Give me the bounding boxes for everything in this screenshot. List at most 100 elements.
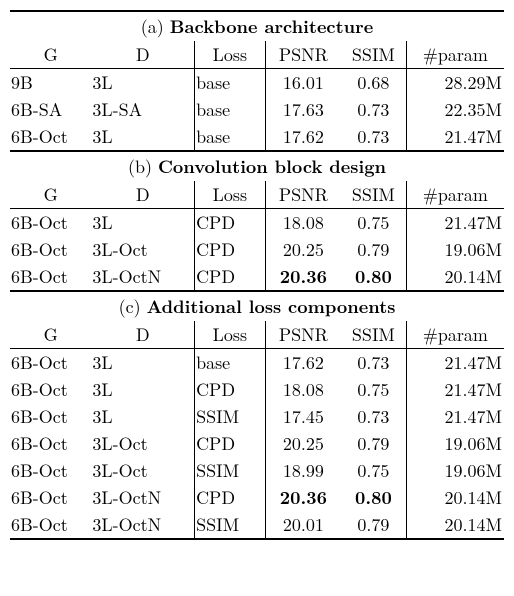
cell-loss: CPD: [195, 236, 266, 263]
cell-g: 6B-Oct: [10, 430, 91, 457]
cell-param: 28.29M: [406, 69, 504, 97]
cell-psnr: 20.36: [265, 484, 341, 511]
cell-g: 6B-Oct: [10, 236, 91, 263]
section-c-text: Additional loss components: [147, 294, 396, 319]
table-row: 6B-Oct3LSSIM17.450.7321.47M: [10, 403, 504, 430]
cell-ssim: 0.80: [341, 263, 406, 291]
cell-ssim: 0.68: [341, 69, 406, 97]
cell-psnr: 18.99: [265, 457, 341, 484]
cell-ssim: 0.75: [341, 376, 406, 403]
cell-ssim: 0.73: [341, 123, 406, 151]
cell-d: 3L-OctN: [91, 263, 194, 291]
cell-psnr: 20.36: [265, 263, 341, 291]
cell-d: 3L: [91, 349, 194, 377]
cell-loss: SSIM: [195, 457, 266, 484]
cell-param: 21.47M: [406, 403, 504, 430]
cell-g: 6B-Oct: [10, 349, 91, 377]
cell-d: 3L-SA: [91, 96, 194, 123]
cell-ssim: 0.80: [341, 484, 406, 511]
cell-g: 6B-Oct: [10, 123, 91, 151]
header-psnr: PSNR: [265, 321, 341, 349]
cell-psnr: 20.01: [265, 511, 341, 539]
section-a-label: (a): [141, 14, 164, 39]
cell-g: 9B: [10, 69, 91, 97]
cell-d: 3L-Oct: [91, 236, 194, 263]
section-a-text: Backbone architecture: [170, 14, 373, 39]
cell-ssim: 0.73: [341, 403, 406, 430]
header-param: #param: [406, 321, 504, 349]
cell-ssim: 0.75: [341, 209, 406, 237]
table-row: 6B-Oct3L-OctNCPD20.360.8020.14M: [10, 484, 504, 511]
header-row-b: G D Loss PSNR SSIM #param: [10, 181, 504, 209]
cell-psnr: 18.08: [265, 209, 341, 237]
cell-psnr: 20.25: [265, 430, 341, 457]
cell-d: 3L-OctN: [91, 511, 194, 539]
cell-loss: CPD: [195, 263, 266, 291]
section-a-title: (a) Backbone architecture: [10, 11, 504, 41]
table-row: 6B-Oct3LCPD18.080.7521.47M: [10, 209, 504, 237]
table-row: 6B-SA3L-SAbase17.630.7322.35M: [10, 96, 504, 123]
table-row: 6B-Oct3Lbase17.620.7321.47M: [10, 123, 504, 151]
cell-d: 3L: [91, 376, 194, 403]
cell-g: 6B-Oct: [10, 376, 91, 403]
cell-ssim: 0.79: [341, 511, 406, 539]
cell-psnr: 18.08: [265, 376, 341, 403]
header-g: G: [10, 321, 91, 349]
header-psnr: PSNR: [265, 181, 341, 209]
cell-loss: SSIM: [195, 403, 266, 430]
cell-param: 19.06M: [406, 236, 504, 263]
cell-d: 3L-OctN: [91, 484, 194, 511]
cell-param: 21.47M: [406, 123, 504, 151]
comparison-table: (a) Backbone architecture G D Loss PSNR …: [10, 10, 504, 540]
cell-psnr: 17.62: [265, 349, 341, 377]
cell-loss: CPD: [195, 484, 266, 511]
cell-g: 6B-Oct: [10, 403, 91, 430]
cell-psnr: 17.62: [265, 123, 341, 151]
table-row: 9B3Lbase16.010.6828.29M: [10, 69, 504, 97]
cell-ssim: 0.73: [341, 96, 406, 123]
section-c-label: (c): [119, 294, 141, 319]
cell-loss: base: [195, 123, 266, 151]
header-ssim: SSIM: [341, 181, 406, 209]
cell-loss: base: [195, 96, 266, 123]
cell-d: 3L: [91, 209, 194, 237]
cell-ssim: 0.73: [341, 349, 406, 377]
cell-param: 21.47M: [406, 349, 504, 377]
header-g: G: [10, 41, 91, 69]
header-ssim: SSIM: [341, 321, 406, 349]
table-row: 6B-Oct3L-OctSSIM18.990.7519.06M: [10, 457, 504, 484]
header-row-a: G D Loss PSNR SSIM #param: [10, 41, 504, 69]
cell-param: 19.06M: [406, 430, 504, 457]
header-row-c: G D Loss PSNR SSIM #param: [10, 321, 504, 349]
section-b-label: (b): [128, 154, 152, 179]
cell-param: 20.14M: [406, 511, 504, 539]
cell-param: 22.35M: [406, 96, 504, 123]
cell-loss: CPD: [195, 209, 266, 237]
cell-ssim: 0.79: [341, 430, 406, 457]
header-d: D: [91, 321, 194, 349]
header-psnr: PSNR: [265, 41, 341, 69]
cell-param: 21.47M: [406, 209, 504, 237]
cell-loss: base: [195, 69, 266, 97]
section-c-title: (c) Additional loss components: [10, 291, 504, 321]
header-loss: Loss: [195, 41, 266, 69]
header-param: #param: [406, 181, 504, 209]
cell-d: 3L: [91, 69, 194, 97]
cell-g: 6B-Oct: [10, 511, 91, 539]
header-d: D: [91, 181, 194, 209]
cell-g: 6B-SA: [10, 96, 91, 123]
header-loss: Loss: [195, 181, 266, 209]
section-b-title: (b) Convolution block design: [10, 151, 504, 181]
cell-psnr: 17.45: [265, 403, 341, 430]
cell-ssim: 0.79: [341, 236, 406, 263]
table-row: 6B-Oct3L-OctNSSIM20.010.7920.14M: [10, 511, 504, 539]
header-d: D: [91, 41, 194, 69]
cell-g: 6B-Oct: [10, 209, 91, 237]
cell-g: 6B-Oct: [10, 484, 91, 511]
cell-d: 3L: [91, 403, 194, 430]
cell-param: 20.14M: [406, 263, 504, 291]
table-row: 6B-Oct3LCPD18.080.7521.47M: [10, 376, 504, 403]
cell-loss: base: [195, 349, 266, 377]
table-row: 6B-Oct3L-OctCPD20.250.7919.06M: [10, 430, 504, 457]
cell-loss: CPD: [195, 430, 266, 457]
